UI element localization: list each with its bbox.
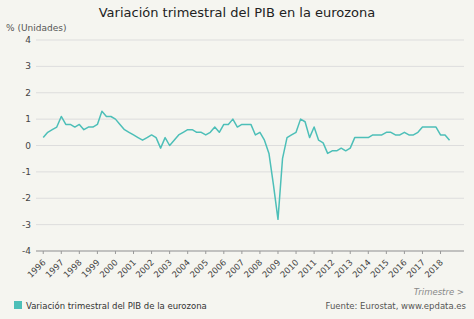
source-note: Fuente: Eurostat, www.epdata.es bbox=[326, 301, 467, 311]
grid-line bbox=[36, 119, 464, 120]
y-tick-label: 2 bbox=[25, 88, 31, 98]
grid-line bbox=[36, 198, 464, 199]
x-tick bbox=[205, 251, 206, 254]
grid-line bbox=[36, 92, 464, 93]
x-tick bbox=[79, 251, 80, 254]
x-tick-label: 2014 bbox=[350, 257, 372, 279]
y-tick-label: 3 bbox=[25, 61, 31, 71]
x-tick-label: 2013 bbox=[332, 257, 354, 279]
x-tick-label: 1999 bbox=[79, 257, 101, 279]
x-axis-label: Trimestre > bbox=[414, 287, 464, 297]
x-tick bbox=[404, 251, 405, 254]
x-tick bbox=[259, 251, 260, 254]
x-tick-label: 2003 bbox=[152, 257, 174, 279]
grid bbox=[36, 40, 464, 251]
grid-line bbox=[36, 251, 464, 252]
series-line bbox=[43, 111, 449, 219]
legend-swatch bbox=[14, 301, 22, 309]
x-tick bbox=[422, 251, 423, 254]
x-tick bbox=[350, 251, 351, 254]
x-axis-line bbox=[36, 251, 464, 252]
x-tick-label: 2009 bbox=[260, 257, 282, 279]
x-tick bbox=[151, 251, 152, 254]
x-tick-label: 1998 bbox=[61, 257, 83, 279]
x-tick-label: 2010 bbox=[278, 257, 300, 279]
x-tick-label: 2011 bbox=[296, 257, 318, 279]
x-tick bbox=[187, 251, 188, 254]
y-tick-label: -3 bbox=[22, 220, 31, 230]
y-axis-label: % (Unidades) bbox=[6, 23, 66, 33]
x-tick bbox=[386, 251, 387, 254]
y-tick-label: -2 bbox=[22, 193, 31, 203]
background bbox=[0, 0, 474, 319]
grid-line bbox=[36, 66, 464, 67]
x-tick-label: 2006 bbox=[206, 257, 228, 279]
x-tick bbox=[241, 251, 242, 254]
x-tick-label: 2015 bbox=[368, 257, 390, 279]
x-tick bbox=[61, 251, 62, 254]
x-tick bbox=[314, 251, 315, 254]
x-tick bbox=[332, 251, 333, 254]
x-tick bbox=[223, 251, 224, 254]
grid-line bbox=[36, 145, 464, 146]
x-tick-label: 2012 bbox=[314, 257, 336, 279]
plot-area bbox=[43, 111, 449, 219]
x-tick-label: 2000 bbox=[98, 257, 120, 279]
x-tick-label: 2018 bbox=[423, 257, 445, 279]
title: Variación trimestral del PIB en la euroz… bbox=[99, 5, 376, 20]
x-tick bbox=[43, 251, 44, 254]
y-tick-label: -4 bbox=[22, 246, 31, 256]
x-tick-label: 2005 bbox=[188, 257, 210, 279]
x-tick bbox=[169, 251, 170, 254]
y-tick-label: 1 bbox=[25, 114, 31, 124]
y-tick-label: 0 bbox=[25, 141, 31, 151]
grid-line bbox=[36, 224, 464, 225]
grid-line bbox=[36, 40, 464, 41]
x-tick bbox=[440, 251, 441, 254]
x-tick bbox=[296, 251, 297, 254]
x-tick-label: 2017 bbox=[405, 257, 427, 279]
grid-line bbox=[36, 171, 464, 172]
x-tick-label: 2001 bbox=[116, 257, 138, 279]
x-tick-label: 1996 bbox=[25, 257, 47, 279]
y-tick-label: -1 bbox=[22, 167, 31, 177]
x-tick-label: 2004 bbox=[170, 257, 192, 279]
x-tick bbox=[133, 251, 134, 254]
x-tick-label: 2008 bbox=[242, 257, 264, 279]
x-tick bbox=[115, 251, 116, 254]
y-tick-label: 4 bbox=[25, 35, 31, 45]
x-tick-label: 2002 bbox=[134, 257, 156, 279]
x-tick bbox=[368, 251, 369, 254]
x-tick-label: 2016 bbox=[386, 257, 408, 279]
x-tick bbox=[277, 251, 278, 254]
chart-container: Variación trimestral del PIB en la euroz… bbox=[0, 0, 474, 319]
chart-svg: Variación trimestral del PIB en la euroz… bbox=[0, 0, 474, 319]
x-tick-label: 1997 bbox=[43, 257, 65, 279]
x-tick bbox=[97, 251, 98, 254]
legend-label: Variación trimestral del PIB de la euroz… bbox=[26, 301, 207, 311]
x-tick-label: 2007 bbox=[224, 257, 246, 279]
